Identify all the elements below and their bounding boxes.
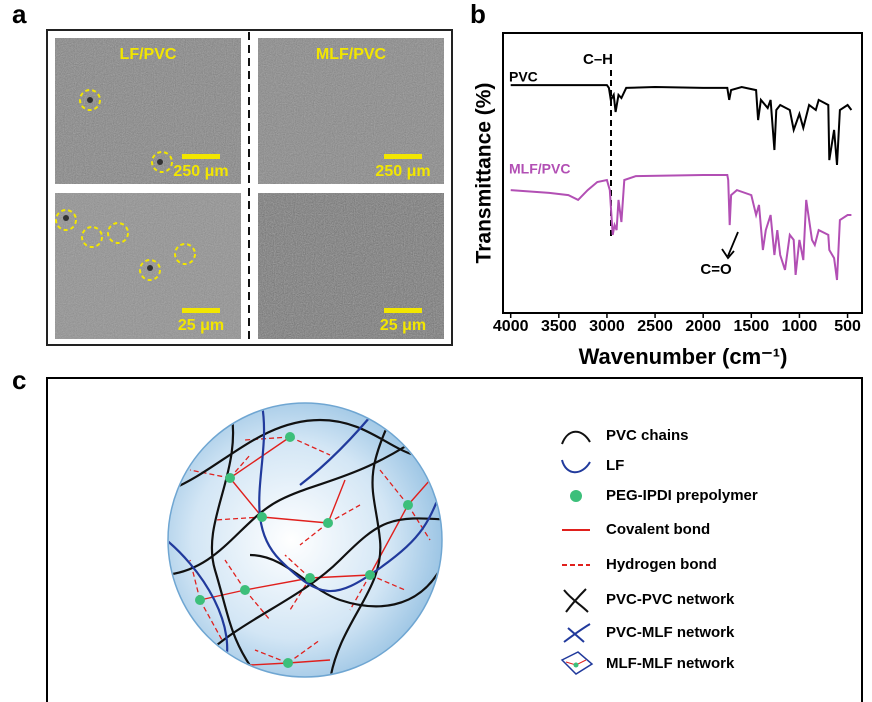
sample-label: LF/PVC: [120, 46, 177, 63]
spectrum: [511, 85, 852, 165]
x-tick-label: 3000: [589, 318, 625, 335]
panel-label: c: [12, 365, 26, 395]
y-axis-title: Transmittance (%): [473, 83, 496, 264]
legend-label: Covalent bond: [606, 521, 710, 538]
panel-label: a: [12, 0, 27, 29]
annotation: C–H: [583, 51, 613, 68]
legend-icons: [562, 432, 592, 674]
legend: PVC chains LF PEG-IPDI prepolymer Covalent …: [606, 427, 758, 672]
x-tick-label: 3500: [541, 318, 577, 335]
legend-label: PVC-PVC network: [606, 591, 735, 608]
legend-label: PEG-IPDI prepolymer: [606, 487, 758, 504]
panel-label: b: [470, 0, 486, 29]
series-label: MLF/PVC: [509, 161, 570, 177]
scale-label: 250 μm: [173, 163, 228, 180]
x-tick-label: 2500: [637, 318, 673, 335]
series-label: PVC: [509, 69, 538, 85]
x-tick-label: 2000: [685, 318, 721, 335]
x-tick-label: 1000: [782, 318, 818, 335]
sample-label: MLF/PVC: [316, 46, 387, 63]
annotation-arrow: [722, 232, 738, 258]
x-tick-label: 1500: [734, 318, 770, 335]
x-axis-title: Wavenumber (cm⁻¹): [579, 344, 788, 369]
legend-label: PVC-MLF network: [606, 624, 735, 641]
legend-label: Hydrogen bond: [606, 556, 717, 573]
plot: 4000 3500 3000 2500 2000 1500 1000 500 PVC MLF/PV…: [493, 69, 861, 336]
scale-label: 250 μm: [375, 163, 430, 180]
legend-label: LF: [606, 457, 624, 474]
x-tick-label: 500: [834, 318, 861, 335]
scale-label: 25 μm: [178, 317, 224, 334]
annotation: C=O: [700, 261, 732, 278]
legend-label: MLF-MLF network: [606, 655, 735, 672]
figure: a LF/PVC MLF/PVC 250 μm 250 μm 25 μm 25 …: [0, 0, 872, 702]
legend-label: PVC chains: [606, 427, 689, 444]
scale-label: 25 μm: [380, 317, 426, 334]
spectrum: [511, 175, 852, 280]
x-tick-label: 4000: [493, 318, 529, 335]
